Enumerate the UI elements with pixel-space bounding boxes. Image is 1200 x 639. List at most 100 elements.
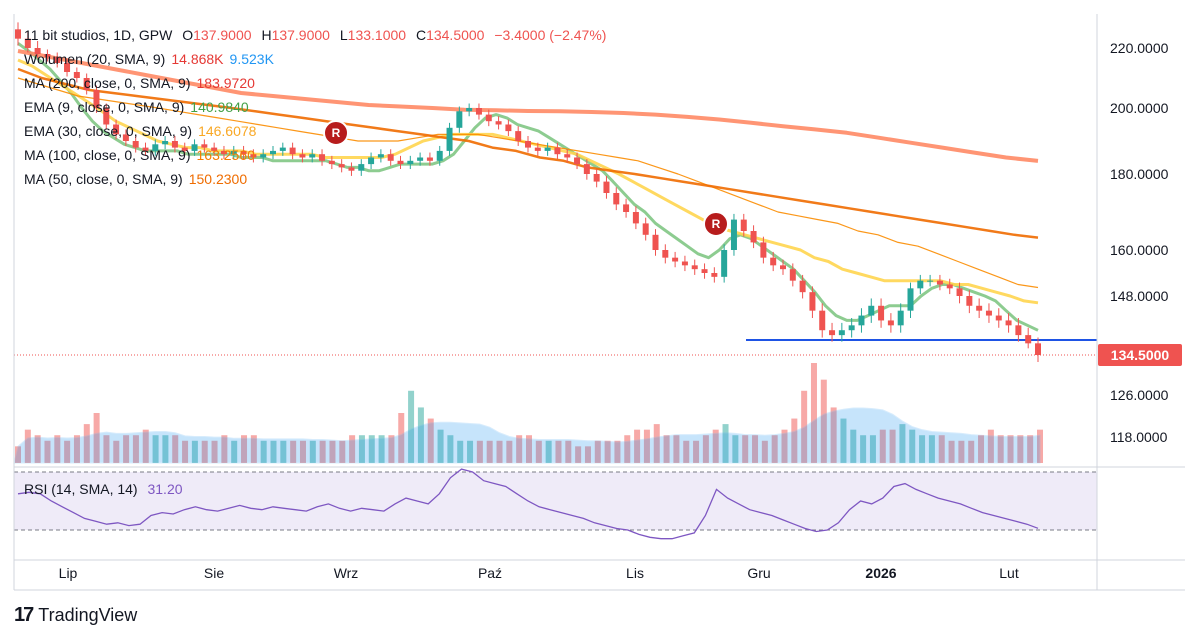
candle-body <box>358 164 365 171</box>
volume-bar <box>241 435 248 463</box>
candle-body <box>848 325 855 331</box>
volume-bar <box>467 440 474 463</box>
y-tick-label: 148.0000 <box>1110 288 1169 304</box>
candle-body <box>1005 320 1012 326</box>
x-tick-label: 2026 <box>865 565 896 581</box>
indicator-legend-1[interactable]: MA (200, close, 0, SMA, 9) 183.9720 <box>24 74 261 92</box>
x-tick-label: Lut <box>999 565 1019 581</box>
volume-bar <box>73 435 80 463</box>
tradingview-logo-icon: 17 <box>14 604 34 626</box>
candle-body <box>64 63 71 72</box>
candle-body <box>927 280 934 282</box>
candle-body <box>780 265 786 270</box>
indicator-legend-3[interactable]: EMA (30, close, 0, SMA, 9) 146.6078 <box>24 122 262 140</box>
volume-bar <box>358 435 365 463</box>
candle-body <box>564 154 571 158</box>
x-tick-label: Wrz <box>334 565 359 581</box>
volume-bar <box>270 440 277 463</box>
volume-bar <box>182 440 189 463</box>
candle-body <box>113 124 120 135</box>
candle-body <box>995 315 1002 321</box>
volume-bar <box>948 440 955 463</box>
indicator-legend-2[interactable]: EMA (9, close, 0, SMA, 9) 140.9840 <box>24 98 255 116</box>
volume-bar <box>958 440 965 463</box>
indicator-value: 146.6078 <box>198 123 257 139</box>
volume-bar <box>722 424 729 463</box>
candle-body <box>907 288 914 311</box>
volume-bar <box>280 440 287 463</box>
tradingview-brand[interactable]: 17 TradingView <box>14 604 137 627</box>
volume-bar <box>594 440 601 463</box>
candle-body <box>603 181 610 193</box>
volume-bar <box>653 424 660 463</box>
candle-body <box>309 154 316 158</box>
volume-bar <box>840 418 847 463</box>
volume-bar <box>791 418 798 463</box>
candle-body <box>387 154 394 161</box>
volume-bar <box>545 440 552 463</box>
marker-r-1[interactable]: R <box>323 120 349 146</box>
candle-body <box>956 288 963 296</box>
candle-body <box>436 150 443 161</box>
indicator-value-2: 9.523K <box>229 51 274 67</box>
volume-bar <box>1037 429 1043 463</box>
volume-bar <box>575 446 582 463</box>
volume-bar <box>260 440 267 463</box>
candle-body <box>191 144 198 151</box>
candle-body <box>201 144 208 148</box>
candle-body <box>868 305 875 316</box>
volume-bar <box>368 435 375 463</box>
indicator-legend-0[interactable]: Wolumen (20, SMA, 9) 14.868K 9.523K <box>24 50 280 68</box>
candle-body <box>711 273 718 277</box>
volume-bar <box>889 429 896 463</box>
volume-bar <box>820 379 827 463</box>
candle-body <box>83 78 90 90</box>
y-tick-label: 126.0000 <box>1110 387 1169 403</box>
volume-bar <box>378 435 385 463</box>
brand-name: TradingView <box>38 605 138 625</box>
candle-body <box>270 150 276 155</box>
last-price-tag: 134.5000 <box>1098 344 1182 366</box>
candle-body <box>544 147 551 151</box>
indicator-legend-5[interactable]: MA (50, close, 0, SMA, 9) 150.2300 <box>24 170 253 188</box>
rsi-line <box>17 468 1039 540</box>
volume-bar <box>712 429 719 463</box>
open-value: 137.9000 <box>193 27 252 43</box>
x-tick-label: Lis <box>626 565 644 581</box>
indicator-legend-4[interactable]: MA (100, close, 0, SMA, 9) 163.2560 <box>24 146 261 164</box>
indicator-label: Wolumen (20, SMA, 9) <box>24 51 166 67</box>
volume-bar <box>24 429 31 463</box>
candle-body <box>976 305 983 311</box>
candle-body <box>936 280 943 285</box>
candle-body <box>181 147 188 151</box>
marker-r-2[interactable]: R <box>703 211 729 237</box>
candle-body <box>985 310 992 316</box>
candle-body <box>466 108 473 112</box>
candle-body <box>770 257 777 266</box>
volume-bar <box>221 435 228 463</box>
candle-body <box>348 167 355 171</box>
indicator-label: EMA (30, close, 0, SMA, 9) <box>24 123 193 139</box>
candle-body <box>887 320 894 326</box>
volume-bar <box>172 435 179 463</box>
volume-bar <box>476 440 483 463</box>
candle-body <box>593 174 600 182</box>
y-tick-label: 200.0000 <box>1110 100 1169 116</box>
volume-bar <box>309 440 316 463</box>
volume-bar <box>349 435 356 463</box>
volume-bar <box>408 390 415 463</box>
candle-body <box>407 160 414 165</box>
volume-bar <box>339 440 346 463</box>
volume-bar <box>742 435 749 463</box>
candlesticks <box>15 22 1041 363</box>
rsi-value: 31.20 <box>147 481 183 497</box>
candle-body <box>505 124 512 132</box>
volume-bar <box>64 440 71 463</box>
candle-body <box>1025 335 1032 344</box>
indicator-label: MA (50, close, 0, SMA, 9) <box>24 171 183 187</box>
symbol-name: 11 bit studios, 1D, GPW <box>24 27 173 43</box>
volume-bar <box>683 440 690 463</box>
volume-bar <box>928 435 935 463</box>
y-tick-label: 220.0000 <box>1110 40 1169 56</box>
